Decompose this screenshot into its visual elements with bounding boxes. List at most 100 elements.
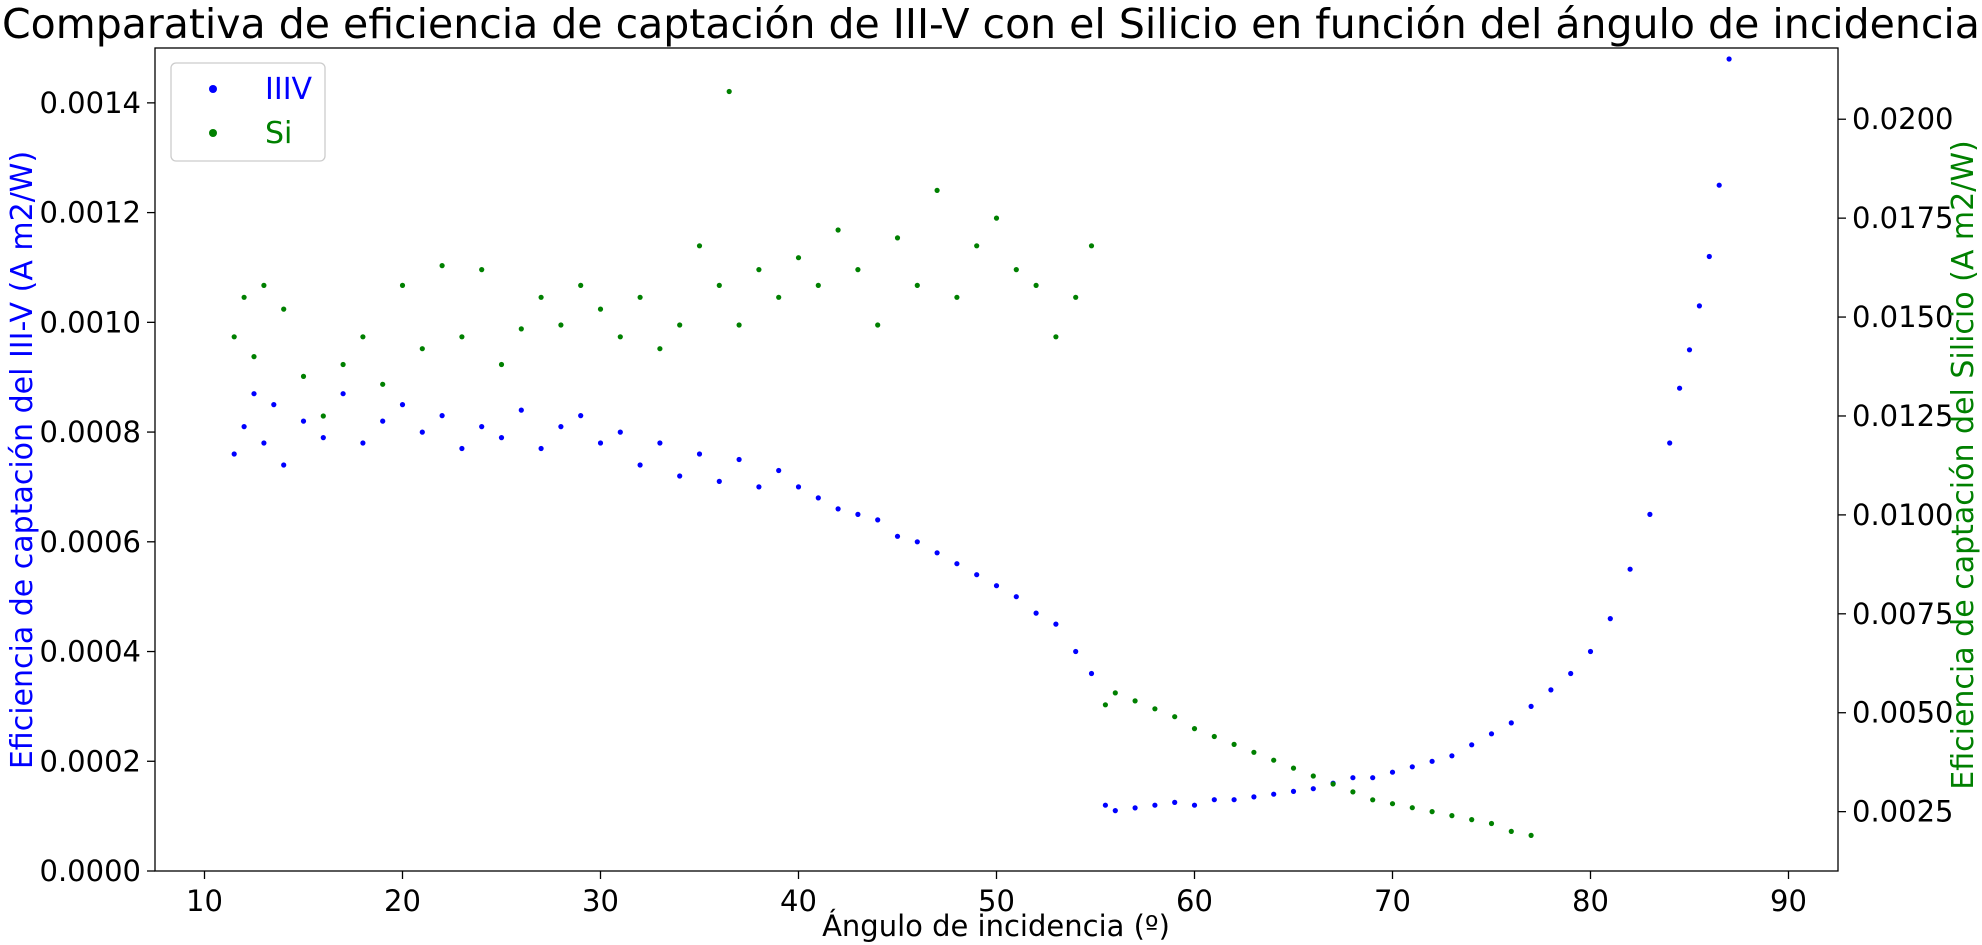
point-si <box>855 267 861 273</box>
point-iiiv <box>1172 799 1178 806</box>
point-iiiv <box>1152 802 1158 808</box>
point-si <box>1389 801 1396 807</box>
point-si <box>795 255 802 261</box>
point-si <box>1449 813 1455 819</box>
point-si <box>914 282 920 288</box>
point-si <box>1330 781 1336 787</box>
point-si <box>1488 820 1495 827</box>
point-si <box>498 361 505 368</box>
point-iiiv <box>756 484 762 490</box>
point-si <box>657 346 663 352</box>
point-si <box>1088 243 1095 249</box>
point-si <box>696 243 703 249</box>
point-iiiv <box>1290 788 1297 795</box>
point-iiiv <box>1568 670 1574 677</box>
x-tick-label: 80 <box>1572 884 1609 918</box>
chart-title: Comparativa de eficiencia de captación d… <box>2 0 1980 48</box>
point-si <box>1429 809 1435 815</box>
point-iiiv <box>934 550 940 556</box>
point-iiiv <box>578 413 584 419</box>
point-si <box>637 294 643 300</box>
point-si <box>993 215 1000 221</box>
point-iiiv <box>1528 703 1534 710</box>
point-iiiv <box>1231 797 1237 803</box>
y-axis-left-label: Eficiencia de captación del III-V (A m2/… <box>5 151 40 769</box>
point-si <box>300 373 307 379</box>
point-iiiv <box>320 435 326 441</box>
point-si <box>1132 698 1138 704</box>
y-right-tick-label: 0.0175 <box>1852 201 1953 235</box>
point-iiiv <box>1350 775 1356 781</box>
point-iiiv <box>637 462 643 468</box>
point-iiiv <box>538 445 544 452</box>
point-si <box>231 334 237 340</box>
x-tick-label: 70 <box>1374 884 1411 918</box>
point-si <box>1073 294 1079 300</box>
point-iiiv <box>1508 720 1514 726</box>
point-si <box>1528 832 1534 839</box>
point-si <box>756 267 762 273</box>
point-iiiv <box>677 473 683 479</box>
point-si <box>399 282 406 288</box>
point-iiiv <box>696 451 703 457</box>
point-si <box>558 322 564 328</box>
point-si <box>1290 765 1297 771</box>
point-si <box>1251 749 1257 755</box>
point-si <box>1370 797 1376 803</box>
point-iiiv <box>439 413 445 419</box>
point-iiiv <box>894 533 901 539</box>
point-si <box>954 294 960 300</box>
point-si <box>518 326 524 332</box>
y-left-tick-label: 0.0002 <box>40 744 141 778</box>
point-iiiv <box>241 424 247 430</box>
point-si <box>1409 805 1415 811</box>
y-axis-left: 0.0000 0.0002 0.0004 0.0006 0.0008 0.0010 0.00… <box>40 86 155 888</box>
point-si <box>776 294 782 300</box>
point-iiiv <box>914 539 920 545</box>
point-iiiv <box>1429 758 1435 764</box>
point-iiiv <box>251 391 257 397</box>
point-si <box>360 334 366 340</box>
point-si <box>251 354 257 360</box>
point-iiiv <box>716 478 722 484</box>
point-si <box>261 282 267 288</box>
point-iiiv <box>399 402 406 408</box>
point-iiiv <box>657 440 663 446</box>
point-iiiv <box>815 495 821 501</box>
x-axis: 10 20 30 40 50 60 70 80 90 <box>186 871 1807 918</box>
point-si <box>1508 828 1514 835</box>
point-si <box>726 88 732 95</box>
point-iiiv <box>300 418 307 424</box>
x-tick-label: 40 <box>780 884 817 918</box>
point-si <box>281 306 287 312</box>
point-si <box>380 381 386 387</box>
point-iiiv <box>795 484 802 490</box>
point-iiiv <box>1409 764 1415 770</box>
y-right-tick-label: 0.0050 <box>1852 696 1953 730</box>
point-iiiv <box>1102 802 1108 808</box>
point-iiiv <box>1726 56 1732 62</box>
point-iiiv <box>1449 753 1455 759</box>
y-left-tick-label: 0.0004 <box>40 635 141 669</box>
point-si <box>340 361 346 368</box>
point-iiiv <box>1053 621 1059 627</box>
point-iiiv <box>1607 616 1613 622</box>
point-iiiv <box>954 561 960 567</box>
point-layer <box>231 56 1732 839</box>
point-si <box>1033 282 1039 288</box>
point-iiiv <box>1389 769 1396 775</box>
point-si <box>1211 733 1217 740</box>
legend: IIIV Si <box>170 62 326 162</box>
y-left-tick-label: 0.0014 <box>40 86 141 120</box>
point-si <box>736 322 742 328</box>
point-iiiv <box>1548 687 1554 693</box>
point-si <box>1112 690 1118 696</box>
point-iiiv <box>1469 742 1475 748</box>
point-iiiv <box>340 391 346 397</box>
point-iiiv <box>518 407 524 413</box>
point-si <box>439 263 445 269</box>
point-iiiv <box>1013 594 1019 600</box>
point-si <box>538 294 544 300</box>
point-si <box>578 282 584 288</box>
x-axis-label: Ángulo de incidencia (º) <box>822 909 1170 943</box>
